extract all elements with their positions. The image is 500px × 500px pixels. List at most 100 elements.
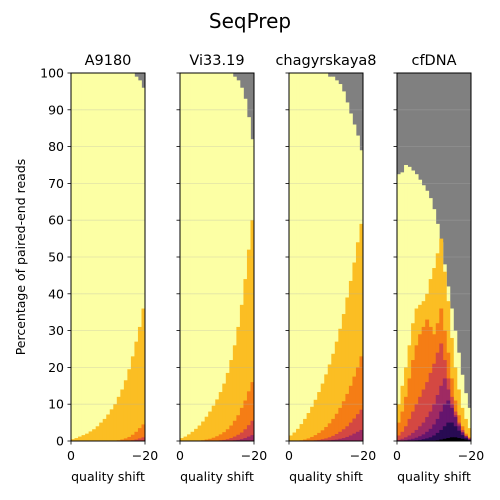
y-tick-label: 0 — [56, 434, 64, 449]
band-1-bar — [116, 396, 121, 441]
band-3-bar — [359, 409, 364, 441]
band-2-bar — [338, 407, 343, 441]
x-axis-label: quality shift — [71, 469, 145, 484]
band-3-bar — [418, 396, 423, 441]
band-2-bar — [397, 422, 401, 441]
x-tick-label: −20 — [350, 448, 376, 463]
band-0-bar — [201, 73, 206, 441]
band-2-bar — [331, 418, 336, 441]
band-0-bar — [232, 76, 237, 442]
band-6 — [411, 422, 472, 441]
band-0-bar — [99, 73, 104, 441]
band-0-bar — [222, 73, 227, 441]
band-0-bar — [183, 73, 188, 441]
band-1-bar — [313, 399, 318, 441]
band-0-bar — [109, 73, 114, 441]
panel-title: chagyrskaya8 — [275, 53, 376, 69]
band-0-bar — [404, 165, 408, 441]
band-1-bar — [102, 418, 107, 441]
band-2-bar — [407, 378, 412, 441]
band-0-bar — [331, 76, 336, 442]
band-0-bar — [141, 87, 146, 441]
band-0-bar — [102, 73, 107, 441]
panel-cfDNA: 0 −20 cfDNA quality shift — [393, 53, 484, 484]
band-0-bar — [81, 73, 86, 441]
band-0-bar — [190, 73, 195, 441]
band-3-bar — [324, 438, 329, 441]
band-1-bar — [127, 369, 132, 441]
panel-title: cfDNA — [411, 53, 456, 69]
band-2-bar — [334, 413, 339, 441]
band-4-bar — [334, 439, 339, 441]
band-7-bar — [439, 439, 444, 441]
band-1-bar — [88, 431, 93, 441]
band-3-bar — [404, 426, 408, 441]
band-3-bar — [421, 389, 426, 441]
band-0-bar — [194, 73, 199, 441]
band-4-bar — [425, 417, 430, 441]
x-axis-label: quality shift — [180, 469, 254, 484]
band-0-bar — [208, 73, 213, 441]
band-1-bar — [324, 374, 329, 441]
band-5-bar — [407, 439, 412, 441]
band-3-bar — [137, 438, 142, 441]
band-0-bar — [292, 73, 297, 441]
band-1-bar — [74, 438, 79, 441]
band-1-bar — [218, 392, 223, 441]
band-2-bar — [400, 411, 405, 441]
band-2-bar — [127, 436, 132, 441]
band-1-bar — [120, 389, 125, 441]
band-5-bar — [425, 431, 430, 441]
band-6-bar — [446, 422, 451, 441]
panels-container: 0 10 20 30 40 50 60 70 80 90 100 0 −20 A9180 quality s… — [40, 53, 484, 484]
band-1-bar — [134, 341, 139, 441]
band-0-bar — [397, 174, 401, 441]
band-0-bar — [74, 73, 79, 441]
band-4-bar — [352, 433, 357, 441]
band-1-bar — [180, 438, 184, 441]
band-1-bar — [71, 439, 75, 441]
band-1-bar — [320, 383, 325, 441]
band-2-bar — [345, 393, 350, 441]
band-3-bar — [222, 439, 227, 441]
band-2-bar — [236, 415, 241, 441]
band-3-bar — [250, 420, 255, 441]
band-5-bar — [432, 424, 437, 441]
band-4-bar — [250, 435, 255, 441]
band-0-bar — [296, 73, 300, 441]
band-2-bar — [359, 356, 364, 441]
band-0-bar — [127, 73, 132, 441]
band-2-bar — [134, 431, 139, 441]
band-1-bar — [317, 392, 322, 441]
band-1-bar — [113, 404, 118, 441]
band-4-bar — [243, 438, 248, 441]
band-1-bar — [141, 308, 146, 441]
band-0-bar — [239, 87, 244, 441]
y-tick-label: 50 — [48, 250, 64, 265]
band-2-bar — [204, 439, 209, 441]
band-2-bar — [208, 438, 213, 441]
band-0-bar — [204, 73, 209, 441]
panel-title: Vi33.19 — [189, 53, 244, 69]
band-6-bar — [418, 439, 423, 441]
band-0-bar — [134, 76, 139, 442]
band-0-bar — [338, 84, 343, 441]
band-1-bar — [359, 223, 364, 441]
band-1-bar — [130, 356, 135, 441]
band-7-bar — [449, 437, 454, 441]
y-tick-label: 70 — [48, 176, 64, 191]
x-axis-label: quality shift — [289, 469, 363, 484]
band-1-bar — [306, 413, 311, 441]
band-1-bar — [289, 435, 293, 441]
band-1-bar — [137, 326, 142, 441]
band-2-bar — [218, 434, 223, 441]
band-2-bar — [222, 432, 227, 441]
band-3-bar — [432, 363, 437, 441]
band-1-bar — [246, 249, 251, 441]
band-0-bar — [303, 73, 308, 441]
band-0-bar — [324, 73, 329, 441]
band-0-bar — [243, 98, 248, 441]
band-6-bar — [449, 422, 454, 441]
band-1-bar — [352, 262, 357, 441]
band-1-bar — [467, 428, 472, 441]
